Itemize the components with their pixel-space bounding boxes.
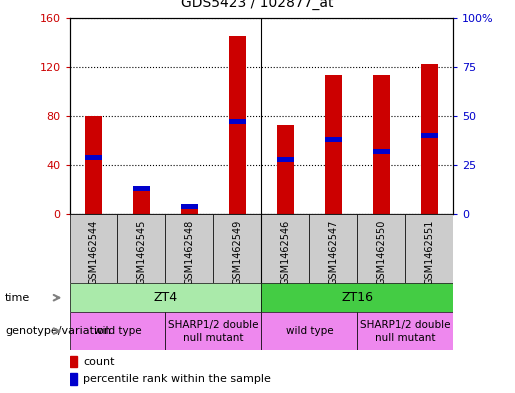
- Bar: [373, 75, 390, 214]
- Text: GSM1462547: GSM1462547: [328, 220, 338, 285]
- Bar: [325, 137, 341, 142]
- Text: GSM1462551: GSM1462551: [424, 220, 434, 285]
- Text: ZT4: ZT4: [153, 291, 178, 304]
- Text: ZT16: ZT16: [341, 291, 373, 304]
- Text: genotype/variation: genotype/variation: [5, 326, 111, 336]
- Text: time: time: [5, 293, 30, 303]
- Bar: [85, 116, 102, 214]
- Bar: [421, 64, 438, 214]
- Text: GSM1462548: GSM1462548: [184, 220, 195, 285]
- Bar: [165, 312, 261, 350]
- Bar: [229, 119, 246, 124]
- Bar: [325, 75, 341, 214]
- Bar: [277, 125, 294, 214]
- Bar: [421, 133, 438, 138]
- Bar: [261, 283, 453, 312]
- Bar: [133, 187, 150, 214]
- Bar: [310, 214, 357, 283]
- Bar: [181, 204, 198, 214]
- Bar: [357, 214, 405, 283]
- Bar: [277, 157, 294, 162]
- Text: GSM1462544: GSM1462544: [89, 220, 98, 285]
- Bar: [133, 186, 150, 191]
- Text: GDS5423 / 102877_at: GDS5423 / 102877_at: [181, 0, 334, 10]
- Bar: [117, 214, 165, 283]
- Text: GSM1462546: GSM1462546: [280, 220, 290, 285]
- Text: GSM1462550: GSM1462550: [376, 220, 386, 285]
- Text: SHARP1/2 double
null mutant: SHARP1/2 double null mutant: [168, 320, 259, 343]
- Bar: [70, 312, 165, 350]
- Bar: [229, 36, 246, 214]
- Bar: [373, 149, 390, 154]
- Text: GSM1462545: GSM1462545: [136, 220, 146, 285]
- Bar: [70, 214, 117, 283]
- Bar: [213, 214, 261, 283]
- Text: percentile rank within the sample: percentile rank within the sample: [83, 374, 271, 384]
- Bar: [70, 283, 261, 312]
- Bar: [70, 373, 77, 385]
- Bar: [85, 155, 102, 160]
- Bar: [357, 312, 453, 350]
- Text: wild type: wild type: [285, 326, 333, 336]
- Text: count: count: [83, 356, 114, 367]
- Bar: [261, 312, 357, 350]
- Bar: [261, 214, 310, 283]
- Bar: [181, 204, 198, 209]
- Text: GSM1462549: GSM1462549: [232, 220, 243, 285]
- Text: wild type: wild type: [94, 326, 141, 336]
- Bar: [70, 356, 77, 367]
- Text: SHARP1/2 double
null mutant: SHARP1/2 double null mutant: [360, 320, 451, 343]
- Bar: [165, 214, 213, 283]
- Bar: [405, 214, 453, 283]
